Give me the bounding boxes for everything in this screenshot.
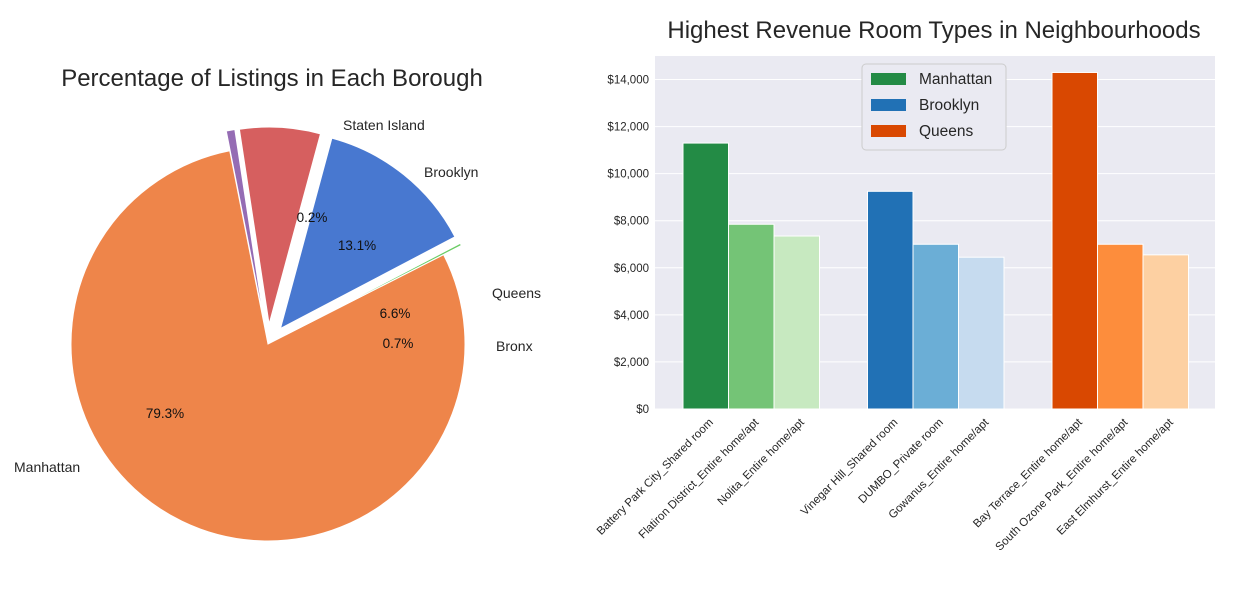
y-tick-label: $6,000 bbox=[614, 263, 649, 275]
legend-swatch-manhattan bbox=[871, 73, 906, 85]
y-tick-label: $4,000 bbox=[614, 310, 649, 322]
pie-pct-label-brooklyn: 13.1% bbox=[338, 238, 376, 253]
pie-label-staten-island: Staten Island bbox=[343, 117, 425, 133]
pie-label-queens: Queens bbox=[492, 285, 541, 301]
pie-slice-queens bbox=[238, 126, 322, 325]
y-tick-label: $8,000 bbox=[614, 216, 649, 228]
pie-pct-label-queens: 6.6% bbox=[380, 306, 411, 321]
pie-label-brooklyn: Brooklyn bbox=[424, 164, 478, 180]
bar-dumbo-private-room bbox=[912, 243, 959, 410]
bar-vinegar-hill-shared-room bbox=[867, 190, 914, 410]
pie-slice-bronx bbox=[225, 128, 266, 325]
y-tick-label: $14,000 bbox=[607, 75, 649, 87]
x-tick-label: DUMBO_Private room bbox=[856, 417, 945, 506]
pie-pct-label-bronx: 0.7% bbox=[383, 336, 414, 351]
y-tick-label: $0 bbox=[636, 404, 649, 416]
pie-slice-manhattan bbox=[70, 150, 466, 542]
pie-slice-brooklyn bbox=[279, 137, 456, 330]
bar-nolita-entire-home-apt bbox=[773, 235, 820, 410]
x-tick-label: Nolita_Entire home/apt bbox=[716, 416, 808, 508]
bar-chart: Highest Revenue Room Types in Neighbourh… bbox=[595, 17, 1215, 554]
y-tick-label: $2,000 bbox=[614, 357, 649, 369]
bar-chart-title: Highest Revenue Room Types in Neighbourh… bbox=[667, 17, 1200, 44]
legend-label-queens: Queens bbox=[919, 123, 974, 140]
pie-label-bronx: Bronx bbox=[496, 338, 533, 354]
bar-chart-panel: Highest Revenue Room Types in Neighbourh… bbox=[560, 0, 1238, 600]
pie-chart-title: Percentage of Listings in Each Borough bbox=[61, 65, 483, 92]
x-tick-label: Gowanus_Entire home/apt bbox=[887, 416, 992, 521]
pie-label-manhattan: Manhattan bbox=[14, 459, 80, 475]
legend-label-brooklyn: Brooklyn bbox=[919, 97, 979, 114]
legend-swatch-queens bbox=[871, 125, 906, 137]
x-tick-label: Vinegar Hill_Shared room bbox=[799, 417, 900, 518]
bar-south-ozone-park-entire-home-apt bbox=[1097, 243, 1144, 410]
pie-pct-label-staten-island: 0.2% bbox=[297, 210, 328, 225]
bar-bay-terrace-entire-home-apt bbox=[1051, 71, 1098, 410]
pie-chart: Percentage of Listings in Each Borough 7… bbox=[14, 65, 541, 542]
legend: Manhattan Brooklyn Queens bbox=[861, 63, 1007, 151]
bar-east-elmhurst-entire-home-apt bbox=[1142, 254, 1189, 410]
bar-battery-park-city-shared-room bbox=[682, 142, 729, 410]
bar-gowanus-entire-home-apt bbox=[958, 256, 1005, 410]
pie-slice-staten-island bbox=[285, 242, 463, 336]
legend-swatch-brooklyn bbox=[871, 99, 906, 111]
pie-pct-label-manhattan: 79.3% bbox=[146, 406, 184, 421]
y-tick-label: $12,000 bbox=[607, 122, 649, 134]
legend-label-manhattan: Manhattan bbox=[919, 71, 992, 88]
pie-chart-panel: Percentage of Listings in Each Borough 7… bbox=[0, 0, 560, 600]
bar-flatiron-district-entire-home-apt bbox=[728, 223, 775, 410]
y-tick-label: $10,000 bbox=[607, 169, 649, 181]
